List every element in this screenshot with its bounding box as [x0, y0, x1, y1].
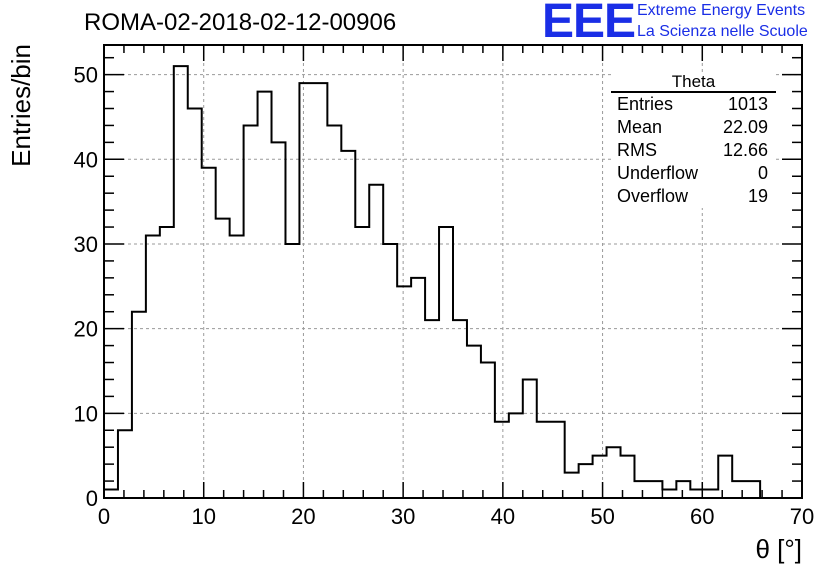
brand-tagline-1: Extreme Energy Events [637, 2, 806, 19]
x-tick-label: 0 [98, 504, 110, 529]
axis-ticks [103, 45, 803, 499]
y-tick-label: 40 [74, 147, 98, 172]
x-tick-label: 20 [291, 504, 315, 529]
stat-row-entries: Entries 1013 [611, 93, 776, 116]
axis-tick-labels: 0 10 20 30 40 50 60 70 0 10 20 30 40 50 [74, 63, 815, 529]
stat-value: 1013 [727, 94, 768, 114]
y-tick-label: 0 [86, 486, 98, 511]
y-tick-label: 20 [74, 317, 98, 342]
x-tick-label: 70 [790, 504, 814, 529]
stats-title: Theta [611, 72, 776, 93]
stat-row-mean: Mean 22.09 [611, 116, 776, 139]
stat-row-rms: RMS 12.66 [611, 139, 776, 162]
plot-frame [103, 44, 803, 499]
stat-label: RMS [617, 140, 657, 160]
x-tick-label: 10 [191, 504, 215, 529]
stat-value: 12.66 [722, 140, 768, 160]
stat-row-overflow: Overflow 19 [611, 185, 776, 208]
y-axis-title: Entries/bin [6, 44, 36, 167]
stat-label: Underflow [617, 163, 699, 183]
eee-logo: EEE [542, 0, 636, 48]
stat-row-underflow: Underflow 0 [611, 162, 776, 185]
run-title: ROMA-02-2018-02-12-00906 [84, 9, 397, 36]
y-tick-label: 30 [74, 232, 98, 257]
stat-value: 19 [747, 186, 768, 206]
stat-label: Mean [617, 117, 663, 137]
x-tick-label: 50 [590, 504, 614, 529]
y-tick-label: 10 [74, 401, 98, 426]
x-axis-title: θ [°] [755, 534, 802, 564]
stat-label: Entries [617, 94, 674, 114]
stat-value: 0 [757, 163, 768, 183]
x-tick-label: 40 [491, 504, 515, 529]
y-tick-label: 50 [74, 63, 98, 88]
x-tick-label: 60 [690, 504, 714, 529]
histogram-outline [103, 65, 802, 499]
stats-box: Theta Entries 1013 Mean 22.09 RMS 12.66 Underf… [611, 72, 776, 208]
x-tick-label: 30 [391, 504, 415, 529]
brand-tagline-2: La Scienza nelle Scuole [637, 23, 808, 40]
stat-value: 22.09 [722, 117, 768, 137]
stat-label: Overflow [617, 186, 689, 206]
